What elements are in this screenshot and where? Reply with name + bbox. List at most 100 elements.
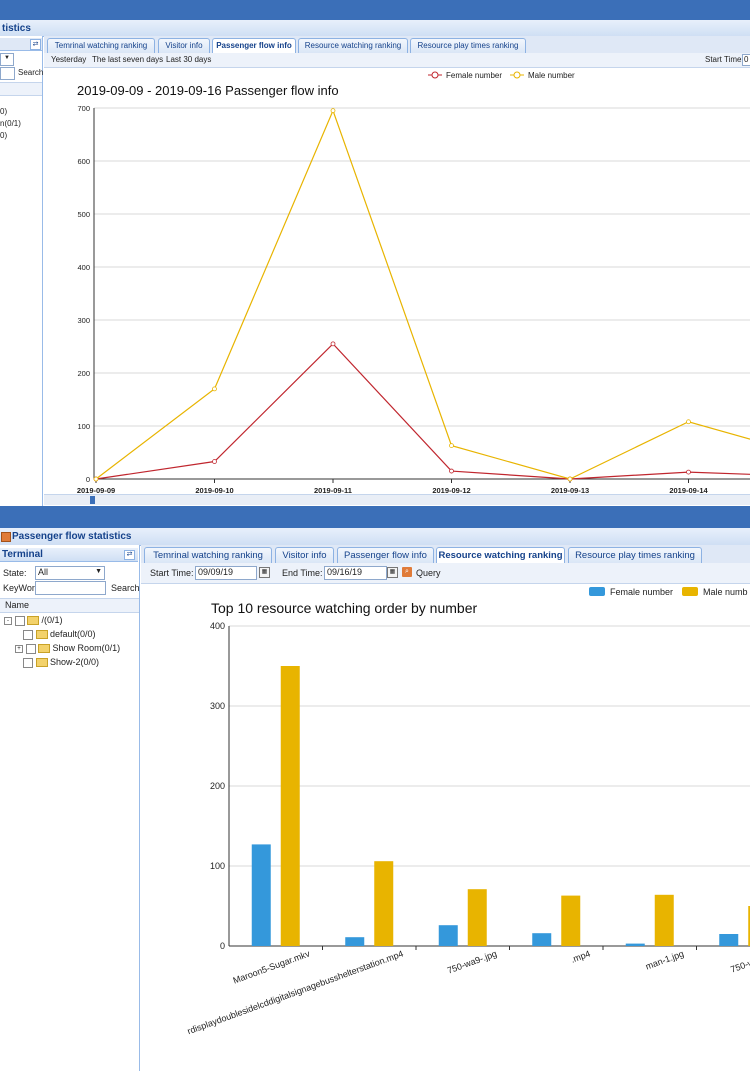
tree-item[interactable]: 0) [0,107,8,116]
folder-icon [27,616,40,626]
search-button[interactable]: Search [18,68,44,77]
x-tick-label: 2019-09-12 [432,486,470,495]
keyword-input[interactable] [0,67,15,80]
calendar-icon[interactable]: ▦ [387,567,398,578]
bar-female [438,925,458,946]
expand-minus-icon[interactable]: - [4,616,12,625]
tree-label: default(0/0) [50,629,96,639]
bar-male [467,889,487,946]
keyword-input[interactable] [35,581,106,595]
y-tick-label: 0 [86,475,90,484]
x-tick-label: 2019-09-10 [195,486,233,495]
tab-passenger-flow[interactable]: Passenger flow info [212,38,296,54]
keyword-label: KeyWord [3,583,40,593]
chart-title: Top 10 resource watching order by number [211,600,477,616]
chevron-down-icon: ▼ [95,568,102,575]
y-tick-label: 300 [210,701,225,711]
bar-male [374,861,394,946]
bar-male [280,666,300,946]
passenger-flow-line-chart: 2019-09-09 - 2019-09-16 Passenger flow i… [77,71,750,495]
calendar-icon[interactable]: ▦ [259,567,270,578]
bar-female [719,934,739,946]
search-button[interactable]: Search [111,583,140,593]
top-app-header [0,0,750,20]
end-time-input[interactable]: 09/16/19 [324,566,387,580]
bottom-tab-strip: Temrinal watching ranking Visitor info P… [141,545,750,564]
y-tick-label: 100 [210,861,225,871]
last-30-days-button[interactable]: Last 30 days [166,55,212,64]
collapse-icon[interactable]: ⇄ [124,550,135,560]
x-tick-label: 750-wa9.jpg [729,948,750,974]
query-icon[interactable]: ⌕ [402,567,412,577]
checkbox[interactable] [23,629,33,640]
checkbox[interactable] [14,615,25,626]
resource-watching-bar-chart: Top 10 resource watching order by number… [186,587,750,1036]
state-label: State: [3,568,27,578]
last-seven-days-button[interactable]: The last seven days [92,55,164,64]
yesterday-button[interactable]: Yesterday [51,55,87,64]
tab-terminal-watching[interactable]: Temrinal watching ranking [144,547,272,563]
window-icon [1,532,11,542]
x-tick-label: 2019-09-14 [669,486,708,495]
end-time-label: End Time: [282,568,323,578]
tree-node[interactable]: default(0/0) [23,629,96,640]
tab-passenger-flow[interactable]: Passenger flow info [337,547,434,563]
data-point [686,469,691,475]
data-point [93,476,99,482]
tree-item[interactable]: n(0/1) [0,119,21,128]
state-select[interactable]: All ▼ [35,566,105,580]
y-tick-label: 400 [77,263,90,272]
data-point [449,468,454,474]
expand-plus-icon[interactable]: + [15,644,23,653]
collapse-icon[interactable]: ⇄ [30,39,41,50]
tab-visitor-info[interactable]: Visitor info [158,38,210,53]
state-select[interactable]: ▼ [0,53,14,66]
tab-terminal-watching[interactable]: Temrinal watching ranking [47,38,155,53]
tab-resource-watching[interactable]: Resource watching ranking [298,38,408,53]
legend-male-swatch [682,587,698,596]
bar-male [748,906,750,946]
data-point [212,459,217,464]
chart1-scrollbar[interactable] [44,494,750,505]
tab-resource-play-times[interactable]: Resource play times ranking [410,38,526,53]
x-tick-label: 2019-09-09 [77,486,115,495]
start-time-value: 0 [744,55,749,64]
start-time-label: Start Time: [150,568,194,578]
top-left-panel: ⇄ ▼ Search 0) n(0/1) 0) [0,36,43,506]
start-time-input[interactable]: 09/09/19 [195,566,257,580]
name-header-label: Name [5,600,30,610]
tree-node[interactable]: Show-2(0/0) [23,657,99,668]
legend-female-marker [431,71,439,79]
start-time-label: Start Time: [705,55,744,64]
top-window-titlebar: tistics [0,20,750,37]
bar-female [251,844,271,946]
tab-visitor-info[interactable]: Visitor info [275,547,334,563]
top-window-title: tistics [2,23,31,34]
bar-male [654,894,674,946]
top-tab-strip: Temrinal watching ranking Visitor info P… [44,36,750,54]
tree-item[interactable]: 0) [0,131,8,140]
y-tick-label: 700 [77,104,90,113]
scroll-handle[interactable] [90,496,95,504]
checkbox[interactable] [23,657,33,668]
tree-node[interactable]: + Show Room(0/1) [15,643,120,654]
tab-resource-watching[interactable]: Resource watching ranking [436,547,565,564]
y-tick-label: 500 [77,210,90,219]
chart-title: 2019-09-09 - 2019-09-16 Passenger flow i… [77,83,339,98]
series-line-male [95,108,750,480]
folder-icon [35,658,48,668]
checkbox[interactable] [25,643,36,654]
start-time-input[interactable]: 0 [742,54,750,66]
tree-node-root[interactable]: - /(0/1) [4,615,63,626]
legend-female-label: Female number [610,587,673,597]
tab-resource-play-times[interactable]: Resource play times ranking [568,547,702,563]
bar-female [532,933,552,946]
legend-male-label: Male number [528,71,575,80]
bottom-app-header [0,506,750,528]
tree-label: /(0/1) [41,615,63,625]
x-tick-label: Maroon5-Sugar.mkv [232,948,312,985]
query-button[interactable]: Query [416,568,441,578]
data-point [212,386,217,392]
top-toolbar: Yesterday The last seven days Last 30 da… [44,53,750,68]
bar-male [561,895,581,946]
